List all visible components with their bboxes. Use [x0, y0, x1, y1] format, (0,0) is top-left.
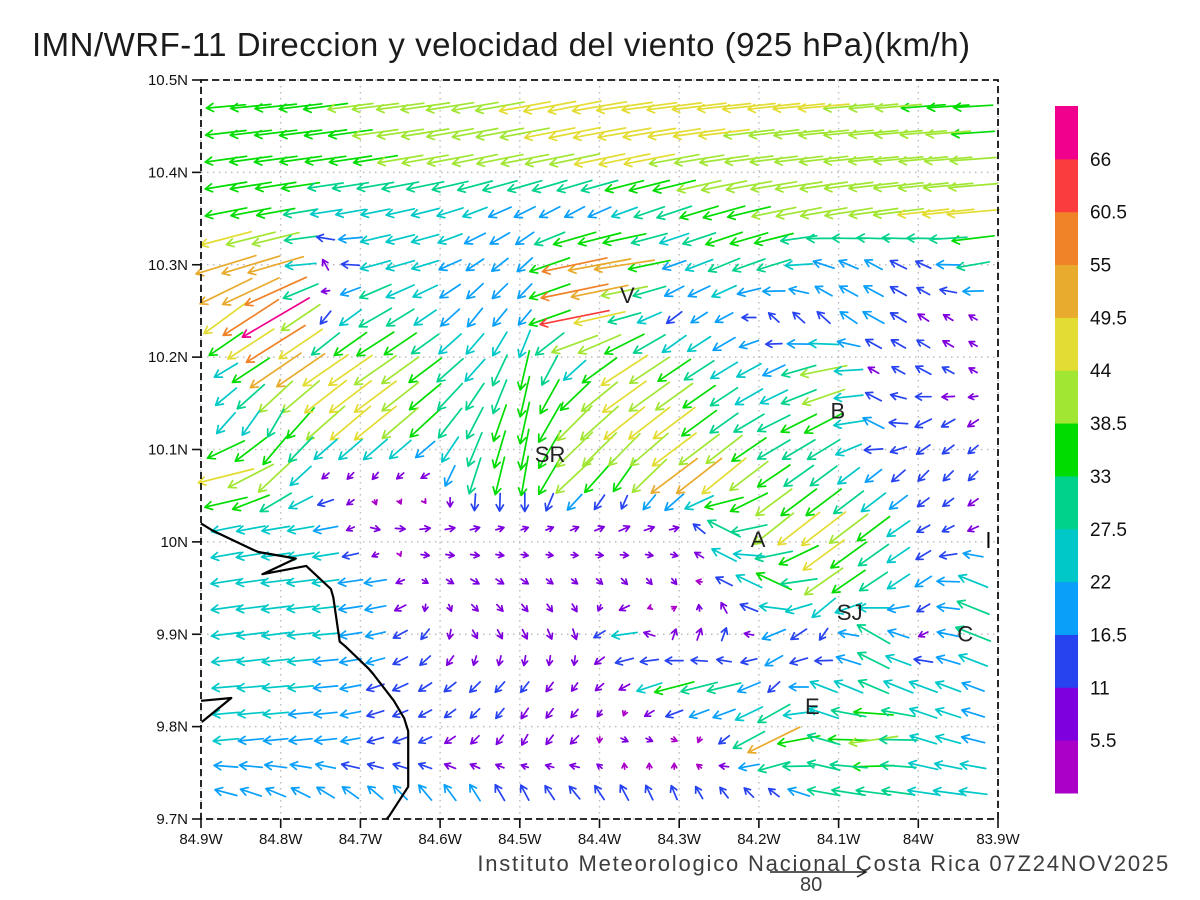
lon-tick-label: 84.4W — [578, 831, 622, 848]
city-label: A — [751, 527, 766, 552]
lon-axis-labels: 84.9W 84.8W 84.7W 84.6W 84.5W 84.4W 84.3W 84.2W… — [179, 831, 1020, 848]
city-label: V — [620, 283, 635, 308]
lon-tick-label: 84.1W — [817, 831, 861, 848]
reference-arrow-label: 80 — [800, 874, 823, 896]
colorbar-tick-label: 66 — [1090, 150, 1111, 171]
coastline — [200, 522, 410, 820]
colorbar-labels: 66 60.5 55 49.5 44 38.5 33 27.5 22 16.5 11 5.5 — [1090, 150, 1127, 752]
colorbar-tick-label: 22 — [1090, 573, 1111, 594]
lat-tick-label: 9.9N — [156, 626, 188, 643]
city-label: SR — [535, 442, 566, 467]
lat-tick-label: 10.2N — [148, 349, 188, 366]
lon-tick-label: 84.9W — [179, 831, 223, 848]
colorbar-tick-label: 27.5 — [1090, 520, 1127, 541]
reference-arrow — [770, 866, 868, 878]
lon-tick-label: 84W — [903, 831, 935, 848]
city-label: B — [830, 399, 845, 424]
lat-tick-label: 10N — [160, 534, 188, 551]
lon-tick-label: 84.6W — [418, 831, 462, 848]
lat-tick-label: 10.5N — [148, 72, 188, 89]
axis-ticks — [192, 79, 999, 828]
lat-tick-label: 9.7N — [156, 811, 188, 828]
wind-arrows — [195, 100, 1000, 802]
plot-border — [200, 79, 999, 820]
lat-tick-label: 9.8N — [156, 719, 188, 736]
chart-title: IMN/WRF-11 Direccion y velocidad del vie… — [32, 26, 971, 63]
lon-tick-label: 84.5W — [498, 831, 542, 848]
lat-tick-label: 10.3N — [148, 257, 188, 274]
colorbar — [1055, 106, 1078, 794]
footer-credit: Instituto Meteorologico Nacional Costa R… — [477, 851, 1170, 876]
lon-tick-label: 84.2W — [737, 831, 781, 848]
lon-tick-label: 84.7W — [339, 831, 383, 848]
colorbar-tick-label: 5.5 — [1090, 731, 1116, 752]
lon-tick-label: 84.8W — [259, 831, 303, 848]
city-label: SJ — [837, 600, 863, 625]
lon-tick-label: 84.3W — [658, 831, 702, 848]
colorbar-tick-label: 16.5 — [1090, 625, 1127, 646]
colorbar-tick-label: 60.5 — [1090, 203, 1127, 224]
lat-tick-label: 10.1N — [148, 442, 188, 459]
colorbar-tick-label: 33 — [1090, 467, 1111, 488]
colorbar-tick-label: 11 — [1090, 678, 1110, 699]
city-labels: V B SR A SJ C E — [535, 283, 974, 719]
lon-tick-label: 83.9W — [976, 831, 1020, 848]
colorbar-tick-label: 55 — [1090, 256, 1111, 277]
colorbar-tick-label: 44 — [1090, 361, 1112, 382]
city-label: E — [805, 694, 820, 719]
colorbar-tick-label: 49.5 — [1090, 308, 1127, 329]
lat-axis-labels: 10.5N 10.4N 10.3N 10.2N 10.1N 10N 9.9N 9.8N 9.7N — [148, 72, 188, 828]
lat-tick-label: 10.4N — [148, 164, 188, 181]
colorbar-tick-label: 38.5 — [1090, 414, 1127, 435]
city-label: C — [957, 621, 973, 646]
